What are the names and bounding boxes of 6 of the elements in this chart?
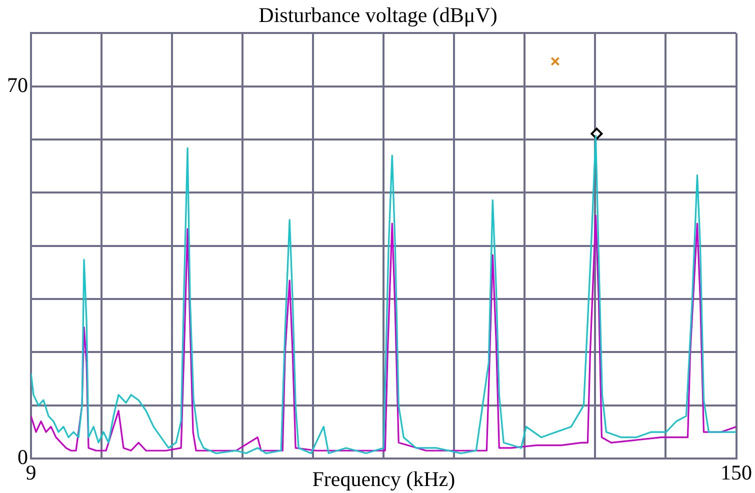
x-tick-label: 150 [720, 460, 752, 485]
x-axis-title: Frequency (kHz) [312, 466, 456, 491]
chart-title: Disturbance voltage (dBμV) [258, 3, 498, 28]
y-tick-label: 70 [7, 72, 28, 97]
y-tick-label: 0 [18, 445, 28, 470]
x-tick-label: 9 [26, 460, 36, 485]
